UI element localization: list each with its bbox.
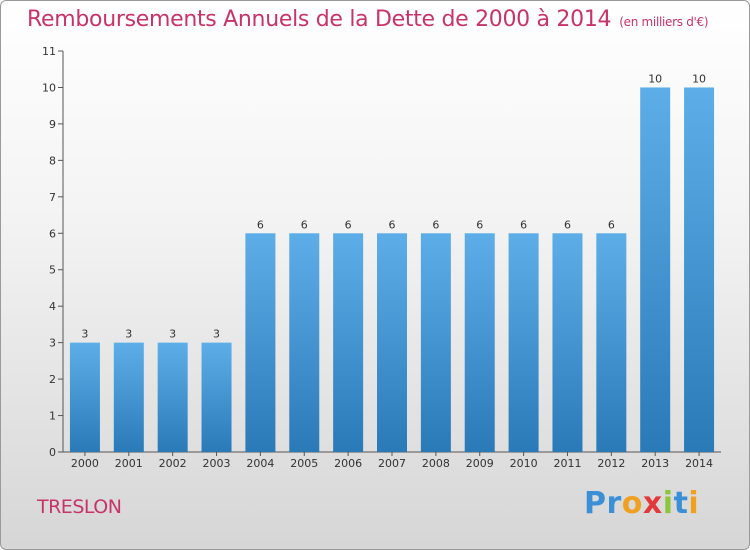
data-label: 6 bbox=[389, 218, 396, 231]
brand-logo-letter: i bbox=[662, 486, 674, 521]
x-tick-label: 2000 bbox=[71, 457, 99, 470]
data-label: 6 bbox=[608, 218, 615, 231]
brand-logo: Proxiti bbox=[584, 486, 699, 521]
bar bbox=[333, 233, 364, 452]
brand-logo-letter: P bbox=[584, 486, 607, 521]
data-label: 6 bbox=[520, 218, 527, 231]
data-label: 6 bbox=[301, 218, 308, 231]
x-tick-label: 2004 bbox=[246, 457, 274, 470]
data-label: 10 bbox=[692, 72, 706, 85]
bars bbox=[69, 87, 715, 453]
x-tick-label: 2012 bbox=[597, 457, 625, 470]
data-label: 6 bbox=[345, 218, 352, 231]
bar bbox=[684, 87, 715, 453]
data-label: 6 bbox=[257, 218, 264, 231]
bar bbox=[464, 233, 495, 452]
y-tick-label: 0 bbox=[49, 446, 56, 459]
brand-logo-letter: x bbox=[642, 486, 663, 521]
bar bbox=[552, 233, 583, 452]
data-label: 3 bbox=[125, 328, 132, 341]
bar bbox=[113, 342, 144, 452]
bar bbox=[596, 233, 627, 452]
data-label: 6 bbox=[476, 218, 483, 231]
x-tick-label: 2008 bbox=[422, 457, 450, 470]
y-tick-label: 1 bbox=[49, 410, 56, 423]
x-tick-label: 2013 bbox=[641, 457, 669, 470]
bar bbox=[69, 342, 100, 452]
data-label: 6 bbox=[564, 218, 571, 231]
x-tick-label: 2009 bbox=[466, 457, 494, 470]
data-label: 10 bbox=[648, 72, 662, 85]
bar bbox=[377, 233, 407, 452]
y-tick-label: 10 bbox=[42, 81, 56, 94]
data-label: 3 bbox=[81, 328, 88, 341]
y-tick-label: 2 bbox=[49, 373, 56, 386]
x-tick-label: 2006 bbox=[334, 457, 362, 470]
brand-logo-letter: o bbox=[621, 486, 643, 521]
x-tick-label: 2002 bbox=[159, 457, 187, 470]
y-tick-label: 6 bbox=[49, 227, 56, 240]
bar bbox=[508, 233, 539, 452]
bar bbox=[245, 233, 276, 452]
brand-logo-letter: t bbox=[673, 486, 689, 521]
brand-logo-letter: r bbox=[606, 486, 622, 521]
data-label: 3 bbox=[213, 328, 220, 341]
x-tick-label: 2011 bbox=[553, 457, 581, 470]
brand-logo-letter: i bbox=[688, 486, 700, 521]
axes: 0 1 2 3 4 5 6 7 8 9 10 11 2000 2001 2002 2003 2004 2005 20… bbox=[42, 45, 721, 470]
y-tick-label: 3 bbox=[49, 337, 56, 350]
bar bbox=[157, 342, 188, 452]
data-labels: 3 3 3 3 6 6 6 6 6 6 6 6 6 10 10 bbox=[81, 72, 706, 340]
data-label: 3 bbox=[169, 328, 176, 341]
y-tick-label: 8 bbox=[49, 154, 56, 167]
y-tick-label: 9 bbox=[49, 118, 56, 131]
commune-name: TRESLON bbox=[37, 496, 122, 518]
y-tick-label: 4 bbox=[49, 300, 56, 313]
bar bbox=[289, 233, 320, 452]
chart-subtitle: (en milliers d'€) bbox=[619, 15, 709, 29]
x-tick-label: 2010 bbox=[510, 457, 538, 470]
x-tick-label: 2001 bbox=[115, 457, 143, 470]
x-tick-label: 2014 bbox=[685, 457, 713, 470]
y-tick-label: 11 bbox=[42, 45, 56, 58]
y-tick-label: 7 bbox=[49, 191, 56, 204]
chart-title: Remboursements Annuels de la Dette de 20… bbox=[27, 7, 709, 32]
bar bbox=[201, 342, 232, 452]
x-tick-label: 2003 bbox=[203, 457, 231, 470]
y-tick-label: 5 bbox=[49, 264, 56, 277]
bar bbox=[640, 87, 671, 453]
data-label: 6 bbox=[432, 218, 439, 231]
bar bbox=[420, 233, 451, 452]
x-tick-label: 2005 bbox=[290, 457, 318, 470]
x-tick-label: 2007 bbox=[378, 457, 406, 470]
